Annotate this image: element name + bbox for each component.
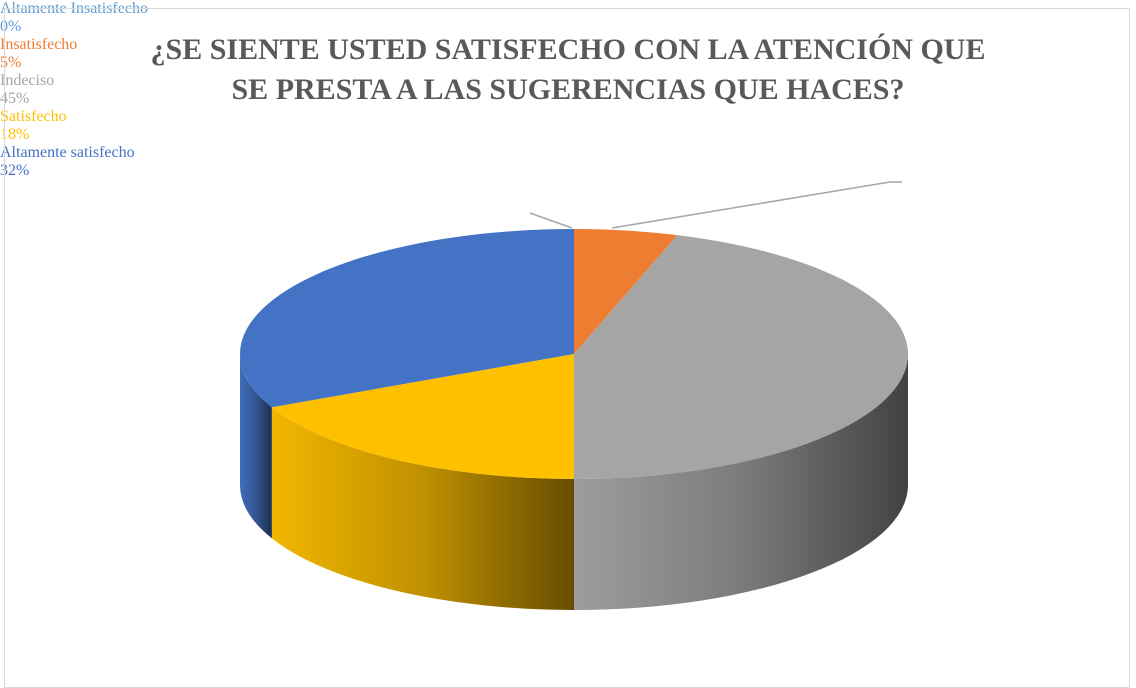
slice <box>239 229 574 408</box>
leader-line <box>611 181 902 229</box>
side-shade <box>240 354 272 539</box>
chart-title: ¿SE SIENTE USTED SATISFECHO CON LA ATENC… <box>150 33 986 106</box>
pie-area <box>239 181 909 610</box>
label-name: Indeciso <box>0 72 55 89</box>
data-label: Insatisfecho 5% <box>0 36 1136 72</box>
label-value: 5% <box>0 54 22 71</box>
label-value: 0% <box>0 18 22 35</box>
label-name: Insatisfecho <box>0 36 78 53</box>
side-shade <box>574 354 908 610</box>
label-value: 18% <box>0 126 30 143</box>
data-label: Indeciso 45% <box>0 72 1136 108</box>
label-value: 45% <box>0 90 30 107</box>
label-name: Altamente satisfecho <box>0 144 135 161</box>
data-label: Satisfecho 18% <box>0 108 1136 144</box>
slice <box>574 235 909 479</box>
slice <box>271 354 574 479</box>
label-value: 32% <box>0 162 30 179</box>
slice <box>574 229 678 354</box>
data-label: Altamente satisfecho 32% <box>0 144 180 180</box>
leader-line <box>529 212 573 229</box>
label-name: Satisfecho <box>0 108 67 125</box>
side-shade <box>271 407 574 610</box>
